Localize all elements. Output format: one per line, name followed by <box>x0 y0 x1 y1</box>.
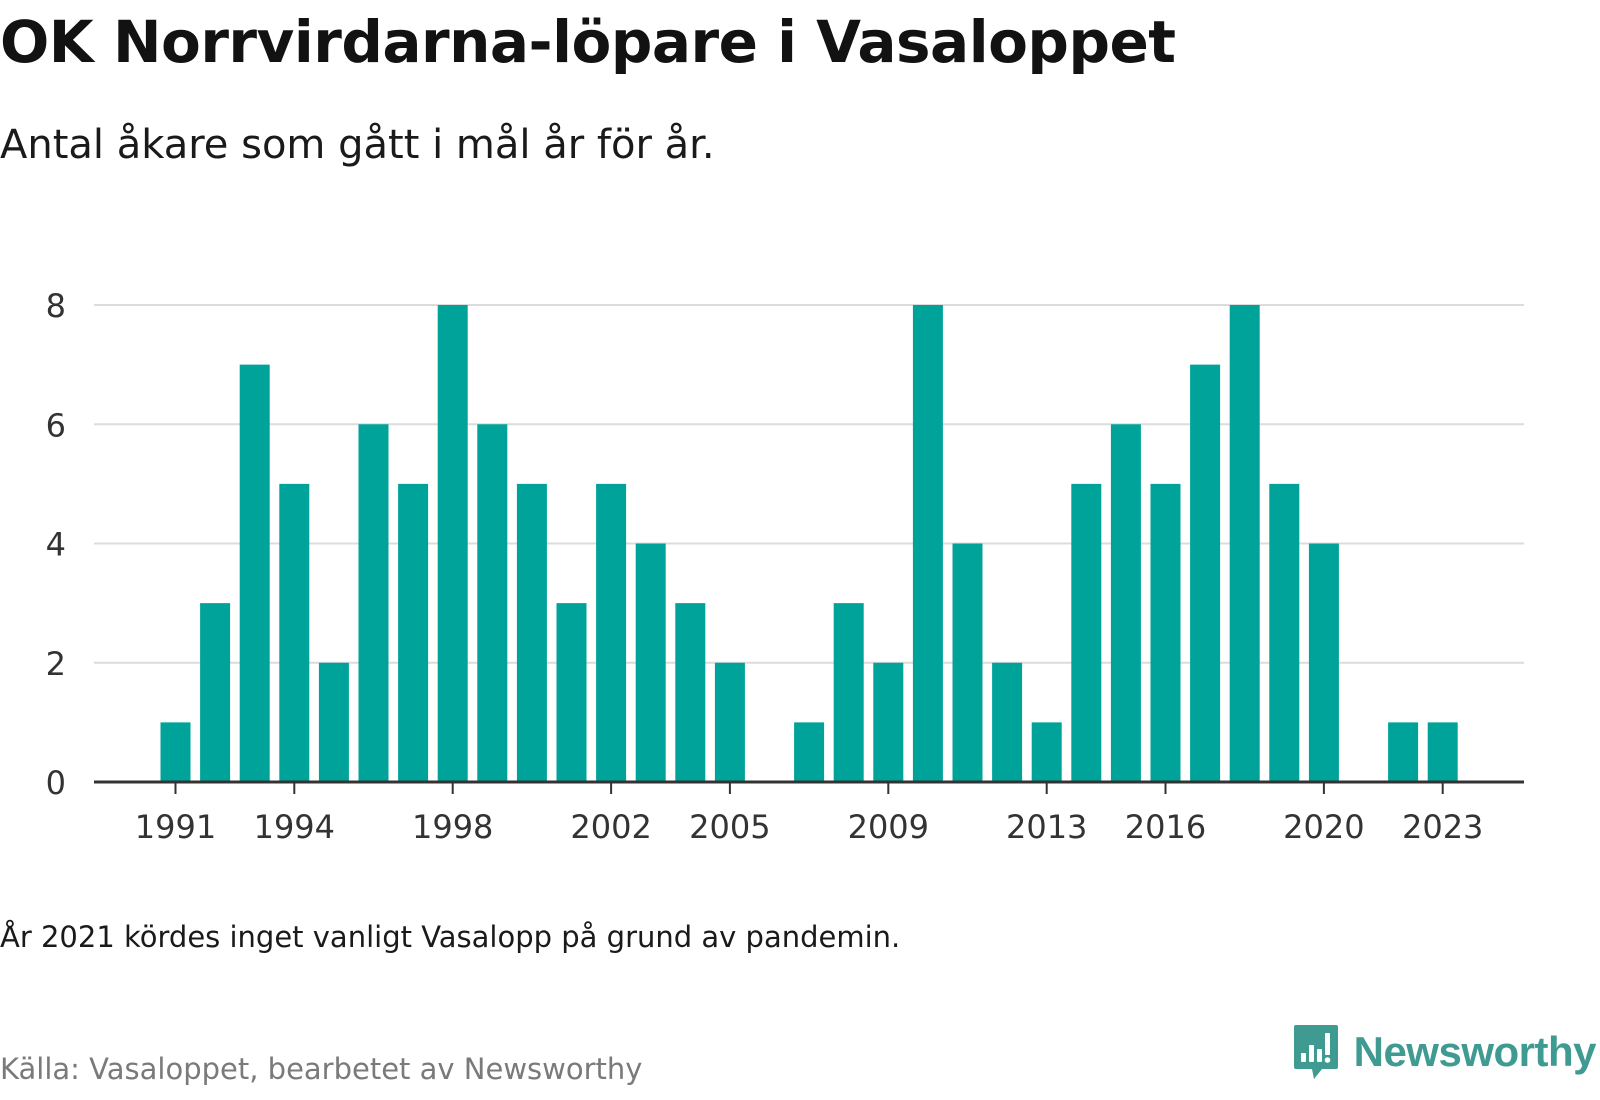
y-tick-label: 4 <box>46 526 66 564</box>
x-tick-label: 2005 <box>689 808 770 846</box>
y-axis-tick-labels: 0 2 4 6 8 <box>46 287 66 802</box>
bar-2013 <box>1031 722 1062 782</box>
bar-2010 <box>912 305 943 782</box>
bar-2015 <box>1110 424 1141 782</box>
bar-2003 <box>635 543 666 782</box>
bar-2007 <box>794 722 825 782</box>
bar-2023 <box>1427 722 1458 782</box>
x-tick-label: 2016 <box>1125 808 1206 846</box>
y-tick-label: 6 <box>46 406 66 444</box>
x-tick-label: 2020 <box>1283 808 1364 846</box>
brand-name: Newsworthy <box>1353 1028 1597 1075</box>
newsworthy-logo: Newsworthy <box>1292 1016 1597 1088</box>
bar-2012 <box>992 662 1023 782</box>
y-tick-label: 0 <box>46 764 66 802</box>
chart-subtitle: Antal åkare som gått i mål år för år. <box>0 122 715 168</box>
bar-1995 <box>318 662 349 782</box>
source-credit: Källa: Vasaloppet, bearbetet av Newswort… <box>0 1052 643 1086</box>
y-tick-label: 2 <box>46 645 66 683</box>
bar-2014 <box>1071 483 1102 782</box>
bar-1998 <box>437 305 468 782</box>
bar-2002 <box>596 483 627 782</box>
bar-chart: 0 2 4 6 8 1991 1994 1998 2002 2005 2009 2013 2016 20… <box>46 287 1524 846</box>
bar-1997 <box>398 483 429 782</box>
bar-2022 <box>1388 722 1419 782</box>
bar-1999 <box>477 424 508 782</box>
x-tick-label: 2023 <box>1402 808 1483 846</box>
chart-title: OK Norrvirdarna-löpare i Vasaloppet <box>0 8 1176 76</box>
bar-2020 <box>1308 543 1339 782</box>
x-axis: 1991 1994 1998 2002 2005 2009 2013 2016 2020 2023 <box>94 780 1524 846</box>
bar-2016 <box>1150 483 1181 782</box>
bar-2008 <box>833 603 864 782</box>
bar-1994 <box>279 483 310 782</box>
bar-2000 <box>516 483 547 782</box>
x-tick-label: 1998 <box>412 808 493 846</box>
bar-2004 <box>675 603 706 782</box>
bar-2009 <box>873 662 904 782</box>
bar-2005 <box>714 662 745 782</box>
bar-2001 <box>556 603 587 782</box>
x-tick-label: 1991 <box>135 808 216 846</box>
bar-1996 <box>358 424 389 782</box>
bar-1992 <box>200 603 231 782</box>
newsworthy-logo-icon <box>1293 1025 1338 1079</box>
chart-note: År 2021 kördes inget vanligt Vasalopp på… <box>0 920 901 954</box>
bar-2011 <box>952 543 983 782</box>
bar-1991 <box>160 722 191 782</box>
bar-2019 <box>1269 483 1300 782</box>
y-tick-label: 8 <box>46 287 66 325</box>
x-tick-label: 2009 <box>848 808 929 846</box>
bars <box>160 305 1458 782</box>
x-tick-label: 1994 <box>254 808 335 846</box>
x-tick-label: 2013 <box>1006 808 1087 846</box>
bar-1993 <box>239 364 270 782</box>
bar-2017 <box>1190 364 1221 782</box>
x-tick-label: 2002 <box>570 808 651 846</box>
bar-2018 <box>1229 305 1260 782</box>
